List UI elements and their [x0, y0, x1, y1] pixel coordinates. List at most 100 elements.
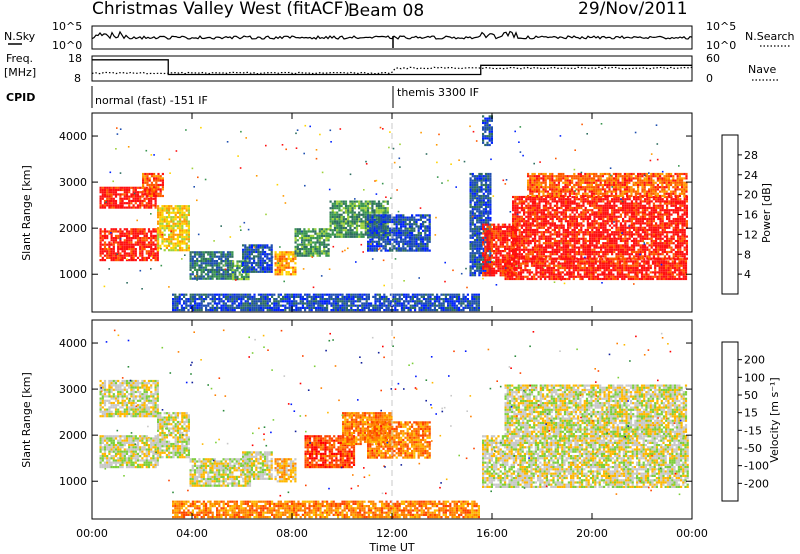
- velocity-scatter-dot: [523, 487, 526, 489]
- velocity-scatter-dot: [674, 472, 677, 475]
- velocity-scatter-dot: [669, 350, 672, 353]
- velocity-scatter-dot: [271, 369, 273, 371]
- power-scatter-dot: [394, 258, 397, 260]
- velocity-scatter-dot: [441, 410, 444, 413]
- velocity-scatter-dot: [650, 489, 652, 492]
- velocity-scatter-dot: [334, 365, 337, 367]
- velocity-scatter-dot: [210, 387, 213, 390]
- power-scatter-dot: [235, 279, 237, 281]
- power-scatter-dot: [519, 151, 522, 153]
- velocity-scatter-dot: [518, 475, 521, 477]
- power-region: [172, 293, 480, 312]
- power-scatter-dot: [390, 197, 392, 199]
- velocity-scatter-dot: [349, 413, 352, 415]
- velocity-scatter-dot: [416, 423, 418, 425]
- power-scatter-dot: [679, 202, 681, 204]
- power-region: [367, 214, 431, 252]
- velocity-scatter-dot: [371, 449, 373, 452]
- power-scatter-dot: [223, 264, 226, 267]
- velocity-scatter-dot: [635, 335, 637, 338]
- power-scatter-dot: [399, 166, 401, 168]
- time-axis-tick-label: 00:00: [676, 527, 708, 540]
- power-scatter-dot: [649, 159, 652, 162]
- power-scatter-dot: [239, 225, 242, 228]
- velocity-scatter-dot: [104, 468, 107, 470]
- power-scatter-dot: [240, 130, 242, 133]
- velocity-scatter-dot: [380, 409, 382, 412]
- power-scatter-dot: [495, 284, 498, 286]
- velocity-scatter-dot: [134, 452, 137, 455]
- time-axis-tick-label: 16:00: [476, 527, 508, 540]
- velocity-region: [274, 458, 297, 483]
- velocity-scatter-dot: [548, 430, 551, 432]
- velocity-scatter-dot: [510, 406, 513, 408]
- velocity-scatter-dot: [431, 440, 433, 442]
- power-scatter-dot: [609, 174, 612, 177]
- power-scatter-dot: [650, 153, 653, 155]
- velocity-scatter-dot: [441, 407, 443, 410]
- velocity-scatter-dot: [117, 334, 120, 337]
- power-scatter-dot: [170, 230, 172, 233]
- power-scatter-dot: [126, 258, 128, 260]
- power-scatter-dot: [110, 242, 113, 244]
- power-scatter-dot: [370, 243, 372, 245]
- velocity-scatter-dot: [182, 415, 184, 417]
- nsky-tick-high: 10^5: [52, 20, 82, 33]
- power-scatter-dot: [277, 262, 280, 264]
- power-scatter-dot: [160, 248, 162, 250]
- power-scatter-dot: [450, 163, 452, 165]
- power-scatter-dot: [643, 174, 646, 177]
- power-scatter-dot: [312, 286, 315, 289]
- velocity-scatter-dot: [360, 362, 363, 364]
- velocity-scatter-dot: [263, 433, 265, 435]
- power-scatter-dot: [150, 268, 152, 270]
- velocity-scatter-dot: [215, 441, 217, 444]
- power-scatter-dot: [109, 171, 112, 174]
- date-label: 29/Nov/2011: [578, 0, 688, 19]
- power-scatter-dot: [300, 230, 303, 233]
- velocity-scatter-dot: [368, 474, 371, 477]
- power-scatter-dot: [110, 232, 112, 234]
- velocity-scatter-dot: [363, 476, 366, 478]
- velocity-scatter-dot: [606, 445, 609, 447]
- power-scatter-dot: [200, 126, 202, 129]
- velocity-scatter-dot: [659, 467, 662, 470]
- power-y-tick-label: 1000: [59, 268, 87, 281]
- velocity-scatter-dot: [469, 395, 472, 397]
- velocity-scatter-dot: [383, 465, 385, 467]
- velocity-scatter-dot: [254, 338, 256, 341]
- power-scatter-dot: [452, 269, 454, 272]
- velocity-scatter-dot: [553, 423, 555, 426]
- power-scatter-dot: [606, 268, 608, 270]
- power-scatter-dot: [315, 157, 318, 160]
- power-y-axis: 1000 2000 3000 4000: [59, 130, 692, 281]
- power-scatter-dot: [420, 131, 422, 134]
- power-scatter-dot: [519, 126, 522, 128]
- velocity-scatter-dot: [440, 482, 442, 484]
- power-scatter-dot: [271, 256, 274, 258]
- velocity-scatter-dot: [616, 342, 618, 345]
- velocity-scatter-dot: [450, 394, 452, 397]
- power-scatter-dot: [388, 146, 390, 149]
- velocity-scatter-dot: [445, 478, 448, 481]
- power-scatter-dot: [396, 189, 398, 191]
- nave-tick-low: 0: [706, 72, 713, 85]
- velocity-scatter-dot: [673, 422, 676, 424]
- velocity-colorbar-tick-label: 100: [744, 371, 765, 384]
- velocity-scatter-dot: [550, 419, 552, 422]
- power-scatter-dot: [175, 150, 178, 152]
- power-scatter-dot: [504, 183, 507, 185]
- power-scatter-dot: [330, 141, 332, 143]
- velocity-scatter-dot: [408, 364, 410, 366]
- velocity-scatter-dot: [622, 470, 624, 472]
- power-scatter-dot: [350, 215, 352, 218]
- velocity-scatter-dot: [407, 432, 409, 435]
- power-scatter-dot: [647, 242, 650, 244]
- power-region: [274, 251, 297, 276]
- power-scatter-dot: [197, 233, 200, 236]
- power-scatter-dot: [355, 261, 357, 263]
- power-scatter-dot: [379, 126, 382, 129]
- velocity-scatter-dot: [661, 337, 664, 339]
- velocity-scatter-dot: [590, 415, 593, 417]
- power-scatter-dot: [363, 189, 365, 191]
